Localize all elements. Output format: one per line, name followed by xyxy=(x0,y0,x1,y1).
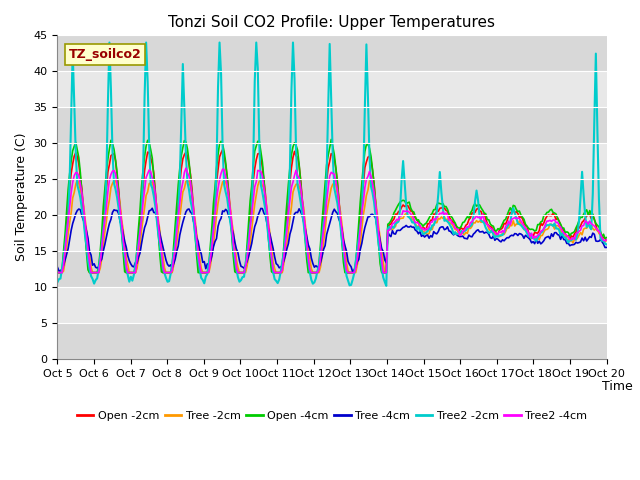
Title: Tonzi Soil CO2 Profile: Upper Temperatures: Tonzi Soil CO2 Profile: Upper Temperatur… xyxy=(168,15,495,30)
Open -2cm xyxy=(237,270,245,276)
Open -2cm xyxy=(121,262,129,268)
Bar xyxy=(58,36,607,72)
Tree -2cm xyxy=(122,255,130,261)
Tree -2cm xyxy=(246,240,254,246)
Open -2cm xyxy=(603,237,611,243)
Bar xyxy=(58,143,607,179)
Tree -2cm xyxy=(237,270,245,276)
Tree2 -2cm xyxy=(237,277,245,283)
Bar xyxy=(58,323,607,359)
Tree2 -4cm xyxy=(219,166,227,172)
Tree -4cm xyxy=(219,208,227,214)
X-axis label: Time: Time xyxy=(602,380,633,393)
Tree -2cm xyxy=(219,179,227,185)
Tree -4cm xyxy=(603,244,611,250)
Open -2cm xyxy=(295,163,303,168)
Bar xyxy=(58,251,607,287)
Tree2 -2cm xyxy=(122,265,130,271)
Open -4cm xyxy=(244,219,252,225)
Line: Open -2cm: Open -2cm xyxy=(58,150,607,273)
Tree -4cm xyxy=(349,269,356,275)
Tree2 -4cm xyxy=(295,175,303,181)
Bar xyxy=(58,287,607,323)
Line: Tree -2cm: Tree -2cm xyxy=(58,180,607,273)
Bar xyxy=(58,72,607,107)
Tree -2cm xyxy=(603,238,611,243)
Open -2cm xyxy=(217,150,225,156)
Tree2 -4cm xyxy=(54,270,61,276)
Tree2 -2cm xyxy=(383,283,390,289)
Tree -4cm xyxy=(237,264,245,269)
Open -2cm xyxy=(246,214,254,220)
Tree2 -2cm xyxy=(295,190,303,196)
Open -4cm xyxy=(603,235,611,240)
Open -4cm xyxy=(236,270,243,276)
Tree -4cm xyxy=(246,247,254,253)
Tree2 -2cm xyxy=(106,40,113,46)
Tree2 -2cm xyxy=(603,241,611,247)
Tree -4cm xyxy=(575,240,583,245)
Text: TZ_soilco2: TZ_soilco2 xyxy=(68,48,141,61)
Tree2 -4cm xyxy=(121,248,129,254)
Tree2 -4cm xyxy=(182,165,189,171)
Tree -2cm xyxy=(54,270,61,276)
Legend: Open -2cm, Tree -2cm, Open -4cm, Tree -4cm, Tree2 -2cm, Tree2 -4cm: Open -2cm, Tree -2cm, Open -4cm, Tree -4… xyxy=(72,407,592,425)
Tree2 -4cm xyxy=(237,270,245,276)
Tree -2cm xyxy=(573,235,581,241)
Tree2 -4cm xyxy=(573,230,581,236)
Tree2 -2cm xyxy=(246,222,254,228)
Bar xyxy=(58,179,607,215)
Open -2cm xyxy=(219,147,227,153)
Open -4cm xyxy=(54,270,61,276)
Tree2 -2cm xyxy=(219,144,227,150)
Tree -4cm xyxy=(121,239,129,244)
Tree -2cm xyxy=(295,183,303,189)
Open -4cm xyxy=(328,137,335,143)
Open -2cm xyxy=(54,270,61,276)
Tree2 -2cm xyxy=(54,279,61,285)
Open -4cm xyxy=(573,222,581,228)
Tree -4cm xyxy=(295,206,303,212)
Open -4cm xyxy=(294,147,301,153)
Y-axis label: Soil Temperature (C): Soil Temperature (C) xyxy=(15,133,28,262)
Tree2 -4cm xyxy=(603,237,611,242)
Bar xyxy=(58,215,607,251)
Line: Tree2 -4cm: Tree2 -4cm xyxy=(58,168,607,273)
Tree2 -2cm xyxy=(575,218,583,224)
Tree -2cm xyxy=(74,177,81,182)
Tree -4cm xyxy=(148,205,156,211)
Open -4cm xyxy=(121,269,129,275)
Open -4cm xyxy=(217,138,225,144)
Tree -4cm xyxy=(54,264,61,270)
Line: Open -4cm: Open -4cm xyxy=(58,140,607,273)
Line: Tree -4cm: Tree -4cm xyxy=(58,208,607,272)
Tree2 -4cm xyxy=(246,225,254,230)
Open -2cm xyxy=(573,224,581,229)
Line: Tree2 -2cm: Tree2 -2cm xyxy=(58,43,607,286)
Bar xyxy=(58,107,607,143)
